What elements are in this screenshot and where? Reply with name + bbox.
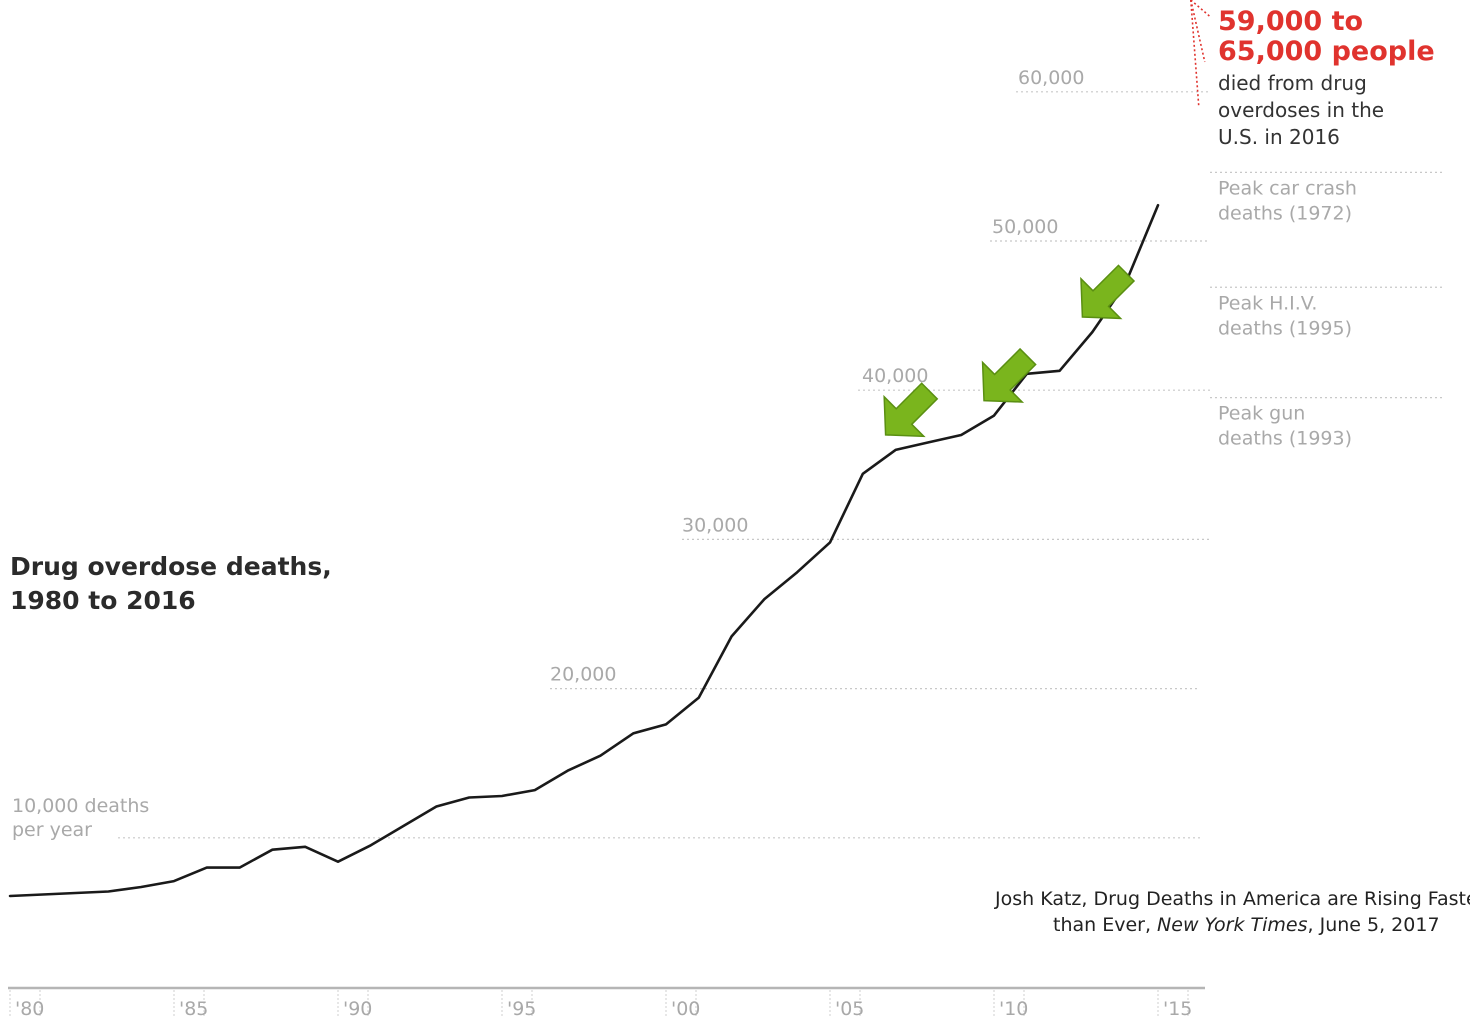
gridline-label-20000: 20,000 [550, 664, 616, 686]
reference-label-2-line2: deaths (1993) [1218, 428, 1352, 450]
reference-label-1: Peak H.I.V. [1218, 292, 1317, 314]
x-tick-label-1990: '90 [343, 998, 372, 1020]
gridline-label-50000: 50,000 [992, 216, 1058, 238]
annotation-arrow-shape-2013 [1080, 264, 1136, 320]
annotation-arrow-shape-2007 [883, 382, 939, 438]
x-tick-label-2010: '10 [999, 998, 1028, 1020]
annotation-arrow-shape-2010 [981, 347, 1037, 403]
chart-title: Drug overdose deaths, [10, 552, 332, 581]
x-tick-label-2005: '05 [835, 998, 864, 1020]
projection-line-0 [1190, 0, 1200, 107]
annotation-arrow-2010 [981, 347, 1037, 403]
citation: Josh Katz, Drug Deaths in America are Ri… [995, 886, 1470, 938]
gridline-label-30000: 30,000 [682, 514, 748, 536]
gridline-label-40000: 40,000 [862, 365, 928, 387]
citation-publication: New York Times [1157, 914, 1308, 936]
gridline-label-10000-line2: per year [12, 819, 92, 841]
annotation-arrow-2007 [883, 382, 939, 438]
series-line [8, 203, 1160, 898]
annotation-arrows [883, 264, 1136, 438]
reference-label-0: Peak car crash [1218, 177, 1357, 199]
x-axis: '80 '85 '90 '95 '00 '05 '10 '15 [8, 986, 1205, 1020]
highlight-text-1: overdoses in the [1218, 98, 1384, 122]
chart-text: Drug overdose deaths, 1980 to 2016 59,000 … [10, 6, 1435, 615]
reference-label-2: Peak gun [1218, 403, 1305, 425]
gridline-label-10000: 10,000 deaths [12, 795, 149, 817]
x-tick-label-1995: '95 [507, 998, 536, 1020]
reference-lines: Peak car crash deaths (1972) Peak H.I.V. de… [1210, 171, 1445, 450]
x-tick-label-2015: '15 [1163, 998, 1192, 1020]
chart-title-line2: 1980 to 2016 [10, 586, 196, 615]
x-tick-label-2000: '00 [671, 998, 700, 1020]
highlight-headline-line2: 65,000 people [1218, 36, 1435, 67]
x-tick-label-1980: '80 [15, 998, 44, 1020]
citation-prefix: Josh Katz, Drug Deaths in America are Ri… [995, 888, 1470, 936]
projection-line-1 [1190, 0, 1206, 63]
highlight-headline: 59,000 to [1218, 6, 1363, 37]
reference-label-1-line2: deaths (1995) [1218, 317, 1352, 339]
x-tick-label-1985: '85 [179, 998, 208, 1020]
reference-label-0-line2: deaths (1972) [1218, 202, 1352, 224]
series [8, 0, 1212, 898]
highlight-text-0: died from drug [1218, 71, 1367, 95]
annotation-arrow-2013 [1080, 264, 1136, 320]
highlight-text-2: U.S. in 2016 [1218, 125, 1340, 149]
gridline-label-60000: 60,000 [1018, 67, 1084, 89]
citation-date: , June 5, 2017 [1307, 914, 1440, 936]
